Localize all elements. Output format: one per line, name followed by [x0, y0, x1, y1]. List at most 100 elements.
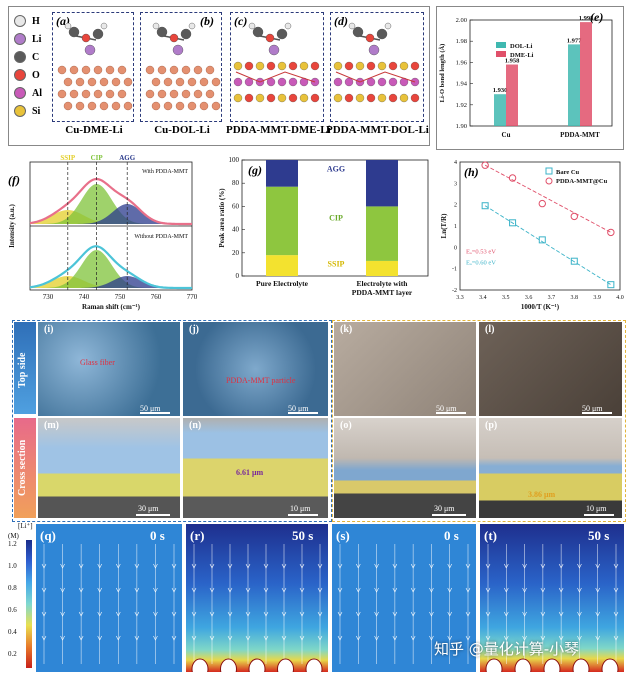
flux-arrow — [522, 563, 527, 569]
series-label: SSIP — [328, 260, 345, 269]
mmt-atom — [288, 93, 298, 103]
flux-arrow — [60, 563, 65, 569]
mmt-atom — [388, 61, 398, 71]
atom — [84, 44, 96, 56]
cu-atom — [163, 77, 173, 87]
flux-arrow — [245, 587, 251, 593]
atom — [284, 22, 292, 30]
flux-arrow — [540, 611, 546, 617]
flux-arrow — [392, 635, 398, 641]
flux-arrow — [337, 611, 343, 617]
cu-atom — [69, 65, 79, 75]
scale-bar — [136, 514, 170, 516]
annotation-particle: PDDA-MMT particle — [226, 376, 296, 385]
sim-time-t: 50 s — [588, 528, 610, 543]
scale-label-n: 10 μm — [290, 504, 311, 513]
stacked-bar — [266, 186, 298, 256]
flux-arrow — [97, 611, 102, 617]
flux-arrow — [209, 635, 215, 641]
peak-label: CIP — [91, 154, 104, 162]
series-label: Without PDDA-MMT — [134, 234, 188, 240]
colorbar-unit: (M) — [8, 532, 19, 540]
lattice-line — [335, 71, 416, 83]
flux-arrow — [78, 563, 84, 569]
flux-arrow — [97, 563, 102, 569]
sem-frame-left — [12, 320, 332, 522]
flux-arrow — [613, 635, 619, 641]
x-tick-label: 3.4 — [479, 295, 487, 301]
flux-arrow — [429, 635, 434, 641]
sem-image-k — [334, 322, 476, 416]
cu-atom — [57, 89, 67, 99]
scale-label-k: 50 μm — [436, 404, 457, 413]
legend-label: Li — [32, 33, 42, 45]
flux-arrow — [227, 587, 233, 593]
mmt-atom — [377, 93, 387, 103]
flux-arrow — [504, 635, 509, 641]
legend-row: O — [14, 66, 54, 84]
atom-icon — [14, 69, 26, 81]
flux-arrow — [227, 635, 233, 641]
peak-ratio-chart: 0 20 40 60 80 100 Peak area ratio (%) Pure Elec… — [218, 156, 429, 297]
sem-letter-j: (j) — [189, 324, 199, 335]
mmt-atom — [310, 93, 320, 103]
flux-arrow — [485, 635, 491, 641]
x-axis-label: Raman shift (cm⁻¹) — [82, 303, 141, 311]
flux-arrow — [465, 563, 471, 569]
x-tick-label: Cu — [502, 131, 511, 139]
flux-arrow — [447, 635, 452, 641]
flux-arrow — [245, 635, 251, 641]
flux-arrow — [577, 611, 582, 617]
stacked-bar — [366, 260, 398, 276]
flux-arrow — [209, 563, 215, 569]
data-label: 1.977 — [567, 37, 582, 44]
flux-arrow — [595, 563, 600, 569]
mmt-atom — [244, 61, 254, 71]
panel-letter-b: (b) — [200, 14, 214, 28]
flux-arrow — [522, 611, 527, 617]
x-tick-label: 770 — [187, 293, 198, 301]
annotation: Eₐ=0.60 eV — [466, 259, 496, 266]
sim-time-s: 0 s — [444, 528, 459, 543]
flux-arrow — [577, 563, 582, 569]
stacked-bar — [366, 160, 398, 207]
cu-atom — [105, 89, 115, 99]
cu-atom — [205, 65, 215, 75]
flux-arrow — [317, 587, 323, 593]
flux-arrow — [504, 587, 509, 593]
mmt-atom — [377, 61, 387, 71]
structure-box-c — [230, 12, 324, 122]
atom — [188, 22, 196, 30]
mmt-atom — [344, 77, 354, 87]
sim-letter-r: (r) — [190, 528, 205, 543]
x-tick-label: 3.8 — [571, 295, 579, 301]
flux-arrow — [356, 587, 361, 593]
cu-atom — [123, 101, 133, 111]
flux-arrow — [613, 563, 619, 569]
mmt-atom — [399, 61, 409, 71]
x-tick-label: 740 — [79, 293, 90, 301]
atom-icon — [14, 15, 26, 27]
plot-frame — [459, 161, 621, 291]
atom — [68, 26, 80, 38]
flux-arrow — [171, 563, 177, 569]
flux-arrow — [429, 611, 434, 617]
flux-arrow — [171, 611, 177, 617]
flux-arrow — [374, 563, 379, 569]
flux-arrow — [374, 611, 379, 617]
peak-fill — [30, 204, 192, 224]
sem-letter-m: (m) — [44, 420, 59, 431]
atom-icon — [14, 33, 26, 45]
flux-arrow — [522, 635, 527, 641]
mmt-atom — [255, 93, 265, 103]
atom-icon — [14, 87, 26, 99]
flux-arrow — [41, 587, 47, 593]
sim-letter-t: (t) — [484, 528, 497, 543]
flux-arrow — [595, 635, 600, 641]
data-point — [538, 199, 546, 208]
flux-arrow — [116, 635, 121, 641]
dendrite-bump — [248, 658, 266, 672]
flux-arrow — [447, 611, 452, 617]
legend-label: DOL-Li — [510, 43, 533, 50]
arrhenius-chart: 3.3 3.4 3.5 3.6 3.7 3.8 3.9 4.0 4 3 2 1 0 -1 -2 1000/T … — [440, 160, 624, 311]
